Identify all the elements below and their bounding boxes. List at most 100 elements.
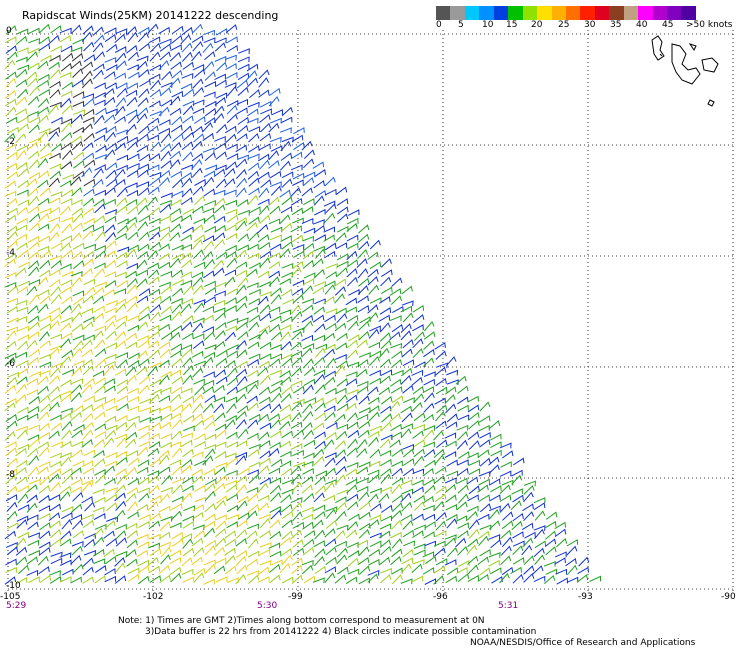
wind-barb <box>137 133 149 142</box>
wind-barb <box>17 199 30 206</box>
wind-barb <box>192 524 205 531</box>
wind-barb <box>192 504 204 512</box>
wind-barb <box>423 320 435 332</box>
wind-barb <box>115 550 128 557</box>
wind-barb <box>248 177 260 187</box>
wind-barb <box>94 91 106 99</box>
wind-barb <box>160 515 173 522</box>
wind-barb <box>314 373 326 385</box>
wind-barb <box>314 529 326 540</box>
wind-barb <box>334 440 346 450</box>
wind-barb <box>324 411 336 422</box>
wind-barb <box>160 82 173 88</box>
wind-barb <box>236 519 248 529</box>
wind-barb <box>326 421 338 430</box>
wind-barb <box>291 234 304 243</box>
wind-barb <box>28 576 40 584</box>
wind-barb <box>390 359 403 369</box>
wind-barb <box>83 217 95 225</box>
wind-barb <box>490 441 502 449</box>
wind-barb <box>347 557 359 567</box>
wind-barb <box>5 25 17 35</box>
wind-barb <box>379 486 392 493</box>
wind-barb <box>82 93 95 100</box>
wind-barb <box>60 332 73 340</box>
wind-barb <box>301 513 314 521</box>
wind-barb <box>269 574 281 584</box>
wind-barb <box>246 379 259 387</box>
wind-barb <box>378 386 390 396</box>
wind-barb <box>182 332 194 341</box>
wind-barb <box>390 378 402 387</box>
wind-barb <box>500 529 512 539</box>
wind-barb <box>105 460 117 467</box>
wind-barb <box>180 387 193 394</box>
wind-barb <box>81 479 94 486</box>
wind-barb <box>216 495 228 504</box>
wind-barb <box>412 430 424 439</box>
wind-barb <box>94 189 106 197</box>
wind-barb <box>83 178 96 187</box>
wind-barb <box>468 459 480 466</box>
wind-barb <box>127 162 140 169</box>
wind-barb <box>522 503 534 512</box>
wind-barb <box>248 314 261 323</box>
wind-barb <box>103 397 116 405</box>
wind-barb <box>466 510 478 521</box>
wind-barb <box>257 576 270 583</box>
wind-barb <box>27 260 40 270</box>
wind-barb <box>270 331 283 341</box>
wind-barb <box>269 136 282 143</box>
wind-barb <box>389 315 402 322</box>
wind-barb <box>192 317 205 324</box>
wind-barb <box>237 63 250 71</box>
wind-barb <box>6 317 19 324</box>
wind-barb <box>192 99 205 106</box>
wind-barb <box>369 350 382 358</box>
wind-barb <box>290 266 302 278</box>
wind-barb <box>4 98 17 107</box>
wind-barb <box>259 250 272 259</box>
wind-barb <box>323 234 335 242</box>
wind-barb <box>249 262 261 270</box>
wind-barb <box>236 124 249 134</box>
wind-barb <box>202 356 214 367</box>
wind-barb <box>247 383 259 395</box>
wind-barb <box>204 490 216 501</box>
wind-barb <box>422 386 435 394</box>
wind-barb <box>6 51 18 62</box>
wind-barb <box>6 326 18 333</box>
wind-barb <box>302 521 314 530</box>
wind-barb <box>6 330 17 341</box>
wind-barb <box>159 348 171 358</box>
wind-barb <box>291 207 304 216</box>
wind-barb <box>50 422 63 431</box>
wind-barb <box>126 302 138 313</box>
wind-barb <box>369 448 381 459</box>
wind-barb <box>334 293 345 304</box>
wind-barb <box>51 143 63 152</box>
wind-barb <box>105 487 118 493</box>
wind-barb <box>170 170 182 178</box>
wind-barb <box>161 70 173 81</box>
wind-barb <box>402 549 414 558</box>
wind-barb <box>202 326 214 333</box>
wind-barb <box>292 279 305 286</box>
wind-barb <box>136 466 149 474</box>
wind-barb <box>125 522 138 530</box>
wind-barb <box>182 314 194 324</box>
wind-barb <box>203 91 216 98</box>
wind-barb <box>204 71 216 81</box>
wind-barb <box>246 558 259 567</box>
wind-barb <box>235 284 247 295</box>
wind-barb <box>269 477 281 484</box>
wind-barb <box>170 412 182 421</box>
wind-barb <box>359 316 371 324</box>
wind-barb <box>292 179 304 186</box>
wind-barb <box>336 332 348 342</box>
wind-barb <box>411 401 423 412</box>
wind-barb <box>138 520 150 529</box>
wind-barb <box>82 230 94 241</box>
wind-barb <box>50 362 63 369</box>
wind-barb <box>138 288 151 297</box>
